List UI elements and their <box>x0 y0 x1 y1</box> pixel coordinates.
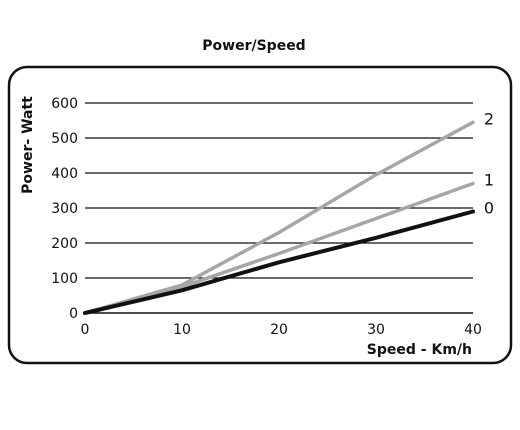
y-axis-label: Power- Watt <box>20 96 36 194</box>
y-axis-ticks: 0 100 200 300 400 500 600 <box>51 96 78 322</box>
y-tick-label: 0 <box>69 306 78 322</box>
x-axis-label: Speed - Km/h <box>367 342 472 358</box>
series-label-1: 1 <box>484 171 494 190</box>
y-tick-label: 400 <box>51 166 78 182</box>
y-tick-label: 200 <box>51 236 78 252</box>
y-tick-label: 600 <box>51 96 78 112</box>
x-tick-label: 30 <box>367 322 385 338</box>
x-axis-ticks: 0 10 20 30 40 <box>81 322 482 338</box>
series-label-2: 2 <box>484 109 494 128</box>
y-tick-label: 500 <box>51 131 78 147</box>
x-tick-label: 40 <box>464 322 482 338</box>
series-line-0 <box>83 209 475 315</box>
y-tick-label: 300 <box>51 201 78 217</box>
x-tick-label: 20 <box>270 322 288 338</box>
chart-frame <box>7 65 513 365</box>
series-line-2 <box>83 120 475 315</box>
series-label-0: 0 <box>484 199 494 218</box>
series-labels: 2 1 0 <box>484 109 494 217</box>
series-line-1 <box>83 181 475 315</box>
chart-title: Power/Speed <box>202 38 305 54</box>
x-tick-label: 10 <box>173 322 191 338</box>
grid-lines <box>85 102 473 314</box>
series-lines <box>83 120 475 315</box>
y-tick-label: 100 <box>51 271 78 287</box>
x-tick-label: 0 <box>81 322 90 338</box>
